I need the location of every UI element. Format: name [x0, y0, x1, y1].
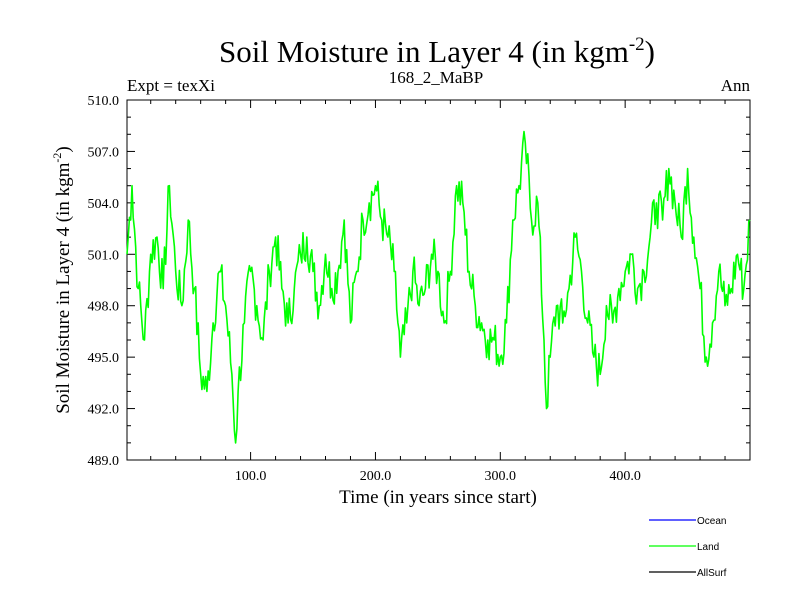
y-tick-label: 507.0: [88, 145, 120, 160]
legend-label: Ocean: [697, 516, 726, 527]
x-tick-label: 200.0: [360, 469, 392, 484]
chart-title: Soil Moisture in Layer 4 (in kgm-2): [219, 34, 655, 69]
legend: Ocean Land AllSurf: [649, 516, 727, 579]
x-tick-label: 100.0: [235, 469, 267, 484]
y-axis: 489.0 492.0 495.0 498.0 501.0 504.0 507.0 510.0: [88, 94, 750, 469]
y-tick-label: 492.0: [88, 403, 120, 418]
experiment-label: Expt = texXi: [127, 76, 215, 95]
plot-frame: [126, 99, 751, 461]
y-axis-label: Soil Moisture in Layer 4 (in kgm-2): [50, 146, 74, 414]
legend-label: AllSurf: [697, 568, 727, 579]
y-tick-label: 489.0: [88, 454, 120, 469]
x-axis: 100.0 200.0 300.0 400.0: [150, 100, 726, 484]
series-line-land: [126, 130, 751, 444]
legend-label: Land: [697, 542, 719, 553]
y-tick-label: 495.0: [88, 351, 120, 366]
y-tick-label: 510.0: [88, 94, 120, 109]
x-tick-label: 300.0: [485, 469, 517, 484]
y-tick-label: 501.0: [88, 248, 120, 263]
y-tick-label: 498.0: [88, 300, 120, 315]
x-axis-label: Time (in years since start): [339, 487, 537, 508]
season-label: Ann: [721, 76, 751, 95]
y-tick-label: 504.0: [88, 197, 120, 212]
series-layer: [126, 130, 751, 444]
period-label: 168_2_MaBP: [389, 68, 483, 87]
x-tick-label: 400.0: [609, 469, 641, 484]
